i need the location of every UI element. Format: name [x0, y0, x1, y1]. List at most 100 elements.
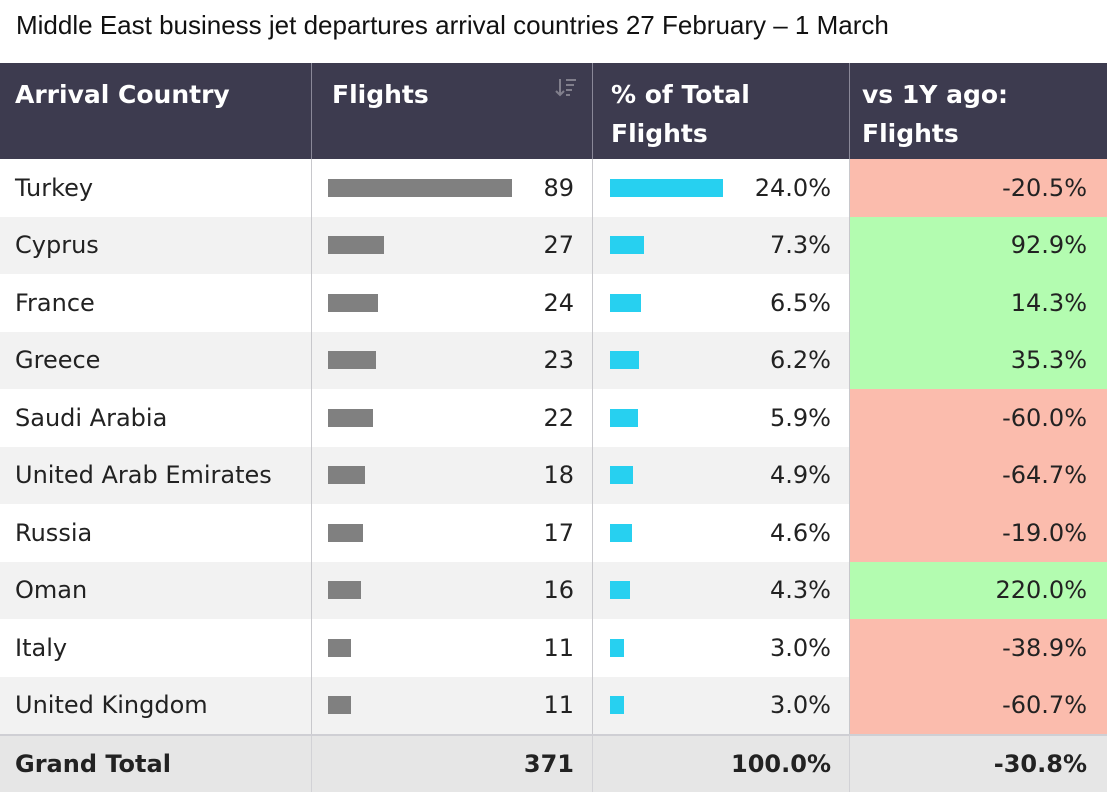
flights-cell: 17 — [312, 504, 593, 562]
table-body: Turkey 89 24.0% -20.5% Cyprus 27 7.3% 92.9% Fran… — [0, 159, 1107, 734]
pct-cell: 6.2% — [593, 331, 850, 389]
header-pct-total[interactable]: % of Total Flights — [593, 63, 850, 159]
flights-cell: 11 — [312, 619, 593, 677]
pct-cell: 5.9% — [593, 389, 850, 447]
flights-bar — [328, 178, 512, 197]
pct-cell: 4.3% — [593, 561, 850, 619]
table-row[interactable]: France 24 6.5% 14.3% — [0, 274, 1107, 332]
total-yoy: -30.8% — [993, 750, 1087, 778]
pct-value: 4.3% — [770, 576, 831, 605]
table-row[interactable]: Saudi Arabia 22 5.9% -60.0% — [0, 389, 1107, 447]
flights-bar — [328, 236, 384, 255]
flights-cell: 89 — [312, 159, 593, 217]
pct-value: 4.9% — [770, 461, 831, 490]
pct-bar — [610, 178, 723, 197]
table-row[interactable]: Cyprus 27 7.3% 92.9% — [0, 216, 1107, 274]
yoy-cell: -64.7% — [850, 446, 1107, 504]
pct-value: 6.2% — [770, 346, 831, 375]
country-cell: Cyprus — [0, 216, 312, 274]
grand-total-row: Grand Total 371 100.0% -30.8% — [0, 734, 1107, 792]
country-cell: Turkey — [0, 159, 312, 217]
country-cell: France — [0, 274, 312, 332]
pct-value: 3.0% — [770, 691, 831, 720]
flights-cell: 23 — [312, 331, 593, 389]
pct-cell: 4.9% — [593, 446, 850, 504]
header-pct-line2: Flights — [611, 119, 708, 148]
pct-bar — [610, 638, 625, 657]
country-cell: Oman — [0, 561, 312, 619]
pct-cell: 7.3% — [593, 216, 850, 274]
pct-bar — [610, 696, 625, 715]
header-arrival-country[interactable]: Arrival Country — [0, 63, 312, 159]
flights-bar — [328, 293, 378, 312]
pct-value: 4.6% — [770, 518, 831, 547]
yoy-cell: 92.9% — [850, 216, 1107, 274]
header-yoy-line2: Flights — [862, 119, 959, 148]
country-cell: Greece — [0, 331, 312, 389]
total-pct: 100.0% — [593, 736, 850, 792]
yoy-cell: -19.0% — [850, 504, 1107, 562]
table-header: Arrival Country Flights % of Total Fligh… — [0, 63, 1107, 159]
table-row[interactable]: United Kingdom 11 3.0% -60.7% — [0, 676, 1107, 734]
flights-bar — [328, 408, 374, 427]
pct-bar — [610, 351, 640, 370]
flights-value: 22 — [543, 403, 574, 432]
flights-cell: 27 — [312, 216, 593, 274]
header-yoy-line1: vs 1Y ago: — [862, 80, 1009, 109]
pct-value: 6.5% — [770, 288, 831, 317]
header-pct-line1: % of Total — [611, 80, 750, 109]
flights-bar — [328, 466, 366, 485]
table-row[interactable]: United Arab Emirates 18 4.9% -64.7% — [0, 446, 1107, 504]
total-pct-value: 100.0% — [731, 750, 831, 778]
pct-bar — [610, 236, 645, 255]
flights-value: 11 — [543, 633, 574, 662]
total-flights: 371 — [312, 736, 593, 792]
flights-value: 27 — [543, 231, 574, 260]
flights-value: 23 — [543, 346, 574, 375]
flights-bar — [328, 351, 376, 370]
table-row[interactable]: Turkey 89 24.0% -20.5% — [0, 159, 1107, 217]
flights-cell: 22 — [312, 389, 593, 447]
header-vs-1y-ago[interactable]: vs 1Y ago: Flights — [850, 63, 1107, 159]
country-cell: Saudi Arabia — [0, 389, 312, 447]
flights-value: 18 — [543, 461, 574, 490]
flights-value: 11 — [543, 691, 574, 720]
flights-cell: 16 — [312, 561, 593, 619]
total-label: Grand Total — [0, 736, 312, 792]
pct-bar — [610, 523, 632, 542]
sort-descending-icon[interactable] — [554, 77, 578, 99]
pct-bar — [610, 408, 638, 427]
table-row[interactable]: Italy 11 3.0% -38.9% — [0, 619, 1107, 677]
total-flights-value: 371 — [523, 750, 574, 778]
yoy-cell: -60.0% — [850, 389, 1107, 447]
pct-value: 24.0% — [754, 173, 831, 202]
flights-bar — [328, 523, 364, 542]
pct-value: 3.0% — [770, 633, 831, 662]
pct-cell: 3.0% — [593, 619, 850, 677]
table-row[interactable]: Greece 23 6.2% 35.3% — [0, 331, 1107, 389]
country-cell: Italy — [0, 619, 312, 677]
table-row[interactable]: Russia 17 4.6% -19.0% — [0, 504, 1107, 562]
pct-cell: 3.0% — [593, 676, 850, 734]
pct-bar — [610, 581, 631, 600]
pct-cell: 6.5% — [593, 274, 850, 332]
page-title: Middle East business jet departures arri… — [16, 10, 889, 40]
yoy-cell: 14.3% — [850, 274, 1107, 332]
country-cell: United Kingdom — [0, 676, 312, 734]
pct-bar — [610, 293, 641, 312]
flights-value: 16 — [543, 576, 574, 605]
header-flights[interactable]: Flights — [312, 63, 593, 159]
flights-value: 17 — [543, 518, 574, 547]
arrival-country-table: Arrival Country Flights % of Total Fligh… — [0, 63, 1107, 792]
table-row[interactable]: Oman 16 4.3% 220.0% — [0, 561, 1107, 619]
country-cell: United Arab Emirates — [0, 446, 312, 504]
flights-bar — [328, 581, 362, 600]
flights-value: 89 — [543, 173, 574, 202]
pct-cell: 4.6% — [593, 504, 850, 562]
flights-value: 24 — [543, 288, 574, 317]
yoy-cell: -38.9% — [850, 619, 1107, 677]
yoy-cell: 35.3% — [850, 331, 1107, 389]
flights-bar — [328, 696, 351, 715]
pct-cell: 24.0% — [593, 159, 850, 217]
yoy-cell: -20.5% — [850, 159, 1107, 217]
